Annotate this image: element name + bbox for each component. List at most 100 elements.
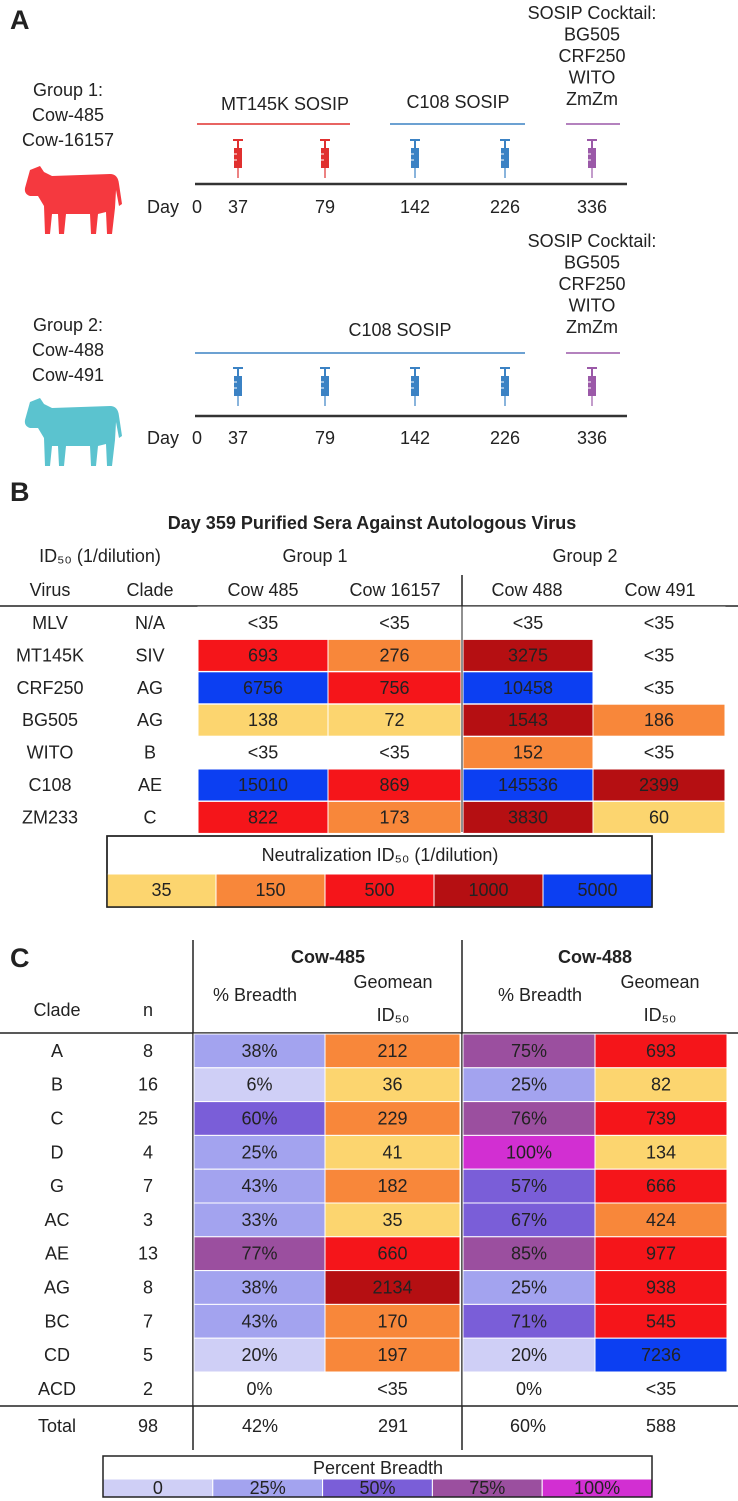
cell-value: 7236 [641,1345,681,1365]
heat-cell [193,1101,326,1136]
day-value: 142 [400,428,430,448]
cocktail-label: WITO [569,296,616,316]
heat-cell [594,1033,728,1069]
cell-value: 152 [513,743,543,763]
cell-value: 170 [377,1311,407,1331]
row-label: B [144,743,156,763]
syringe [320,367,330,406]
cell-value: <35 [248,743,279,763]
sub-header: Geomean [620,972,699,992]
day-value: 79 [315,428,335,448]
column-header: Clade [33,1000,80,1020]
cell-value: 186 [644,710,674,730]
heat-cell [592,703,726,737]
legend-swatch [106,873,217,908]
column-header: Cow 485 [227,580,298,600]
heat-cell [197,768,329,802]
row-label: C108 [28,775,71,795]
cell-value: 666 [646,1176,676,1196]
legend-title: Neutralization ID₅₀ (1/dilution) [262,845,499,865]
heat-cell [193,1202,326,1238]
syringe-part [411,376,419,396]
heat-cell [324,1371,461,1407]
legend-swatch [433,873,544,908]
syringe [410,367,420,406]
cell-value: 197 [377,1345,407,1365]
cocktail-label: SOSIP Cocktail: [528,231,657,251]
day-value: 336 [577,197,607,217]
heat-cell [462,1303,596,1339]
syringe [500,139,510,178]
cell-value: 57% [511,1176,547,1196]
heat-cell [462,671,594,705]
row-label: 5 [143,1345,153,1365]
column-header: n [143,1000,153,1020]
cell-value: 25% [511,1075,547,1095]
heat-cell [193,1168,326,1204]
cell-value: 6% [246,1075,272,1095]
row-label: 25 [138,1109,158,1129]
heat-cell [462,638,594,672]
group-label: Cow-488 [32,340,104,360]
row-label: B [51,1075,63,1095]
day-value: 336 [577,428,607,448]
cell-value: 75% [511,1041,547,1061]
legend-bin: 100% [574,1478,620,1498]
cell-value: 43% [241,1176,277,1196]
table-title: Day 359 Purified Sera Against Autologous… [168,513,576,533]
syringe-part [234,148,242,168]
heat-cell [594,1270,728,1305]
syringe [587,139,597,178]
legend-bin: 25% [250,1478,286,1498]
cell-value: 182 [377,1176,407,1196]
syringe-part [411,148,419,168]
group-header: Group 1 [282,546,347,566]
group-label: Group 1: [33,80,103,100]
legend-bin: 75% [469,1478,505,1498]
row-label: AG [137,710,163,730]
day-label: Day [147,428,179,448]
cell-value: 660 [377,1244,407,1264]
heat-cell [193,1067,326,1103]
row-label: C [51,1109,64,1129]
column-header: Cow 16157 [349,580,440,600]
group-header: Group 2 [552,546,617,566]
legend-bin: 50% [359,1478,395,1498]
row-label: 4 [143,1142,153,1162]
panel-label: A [10,5,30,35]
cocktail-label: CRF250 [558,46,625,66]
row-label: 2 [143,1379,153,1399]
cell-value: <35 [248,613,279,633]
cell-value: 60 [649,807,669,827]
cell-value: 77% [241,1244,277,1264]
phase-label: C108 SOSIP [348,320,451,340]
cell-value: 977 [646,1244,676,1264]
cell-value: 229 [377,1109,407,1129]
row-label: AG [137,678,163,698]
heat-cell [327,736,462,770]
syringe-part [588,376,596,396]
legend-title: Percent Breadth [313,1458,443,1478]
heat-cell [462,1134,596,1170]
row-label: N/A [135,613,165,633]
cell-value: 938 [646,1278,676,1298]
heat-cell [462,606,594,640]
heat-cell [462,1168,596,1204]
cell-value: 1543 [508,710,548,730]
cell-value: 545 [646,1311,676,1331]
cow-icon [24,398,122,466]
cocktail-label: CRF250 [558,274,625,294]
cell-value: 71% [511,1311,547,1331]
heat-cell [197,638,329,672]
cell-value: <35 [646,1379,677,1399]
row-label: G [50,1176,64,1196]
cell-value: 36 [382,1075,402,1095]
cell-value: 72 [384,710,404,730]
syringe [320,139,330,178]
row-label: 8 [143,1041,153,1061]
cell-value: 67% [511,1210,547,1230]
heat-cell [197,606,329,640]
legend-bin: 35 [151,880,171,900]
heat-cell [324,1168,461,1204]
